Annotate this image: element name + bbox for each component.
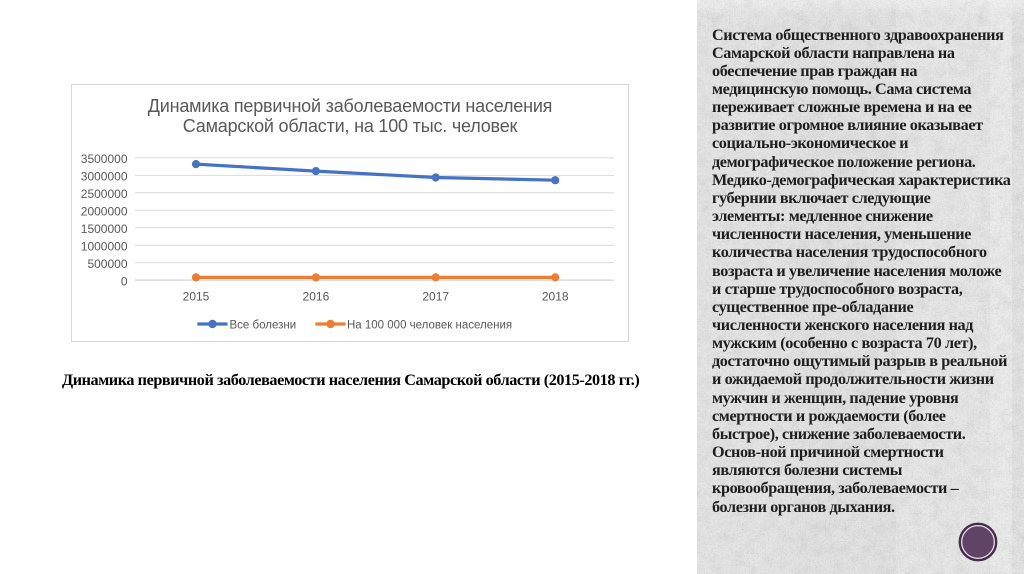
svg-text:На 100 000 человек населения: На 100 000 человек населения [347,320,512,332]
svg-text:2015: 2015 [183,290,210,304]
svg-text:3000000: 3000000 [81,170,128,184]
svg-text:Все болезни: Все болезни [230,320,297,332]
svg-text:2017: 2017 [422,290,449,304]
svg-text:2500000: 2500000 [81,187,128,201]
svg-text:500000: 500000 [87,257,127,271]
svg-text:1000000: 1000000 [81,240,128,254]
svg-text:2000000: 2000000 [81,205,128,219]
svg-text:2018: 2018 [542,290,569,304]
svg-text:1500000: 1500000 [81,222,128,236]
svg-text:3500000: 3500000 [81,152,128,166]
svg-text:0: 0 [121,274,128,288]
svg-text:2016: 2016 [303,290,330,304]
